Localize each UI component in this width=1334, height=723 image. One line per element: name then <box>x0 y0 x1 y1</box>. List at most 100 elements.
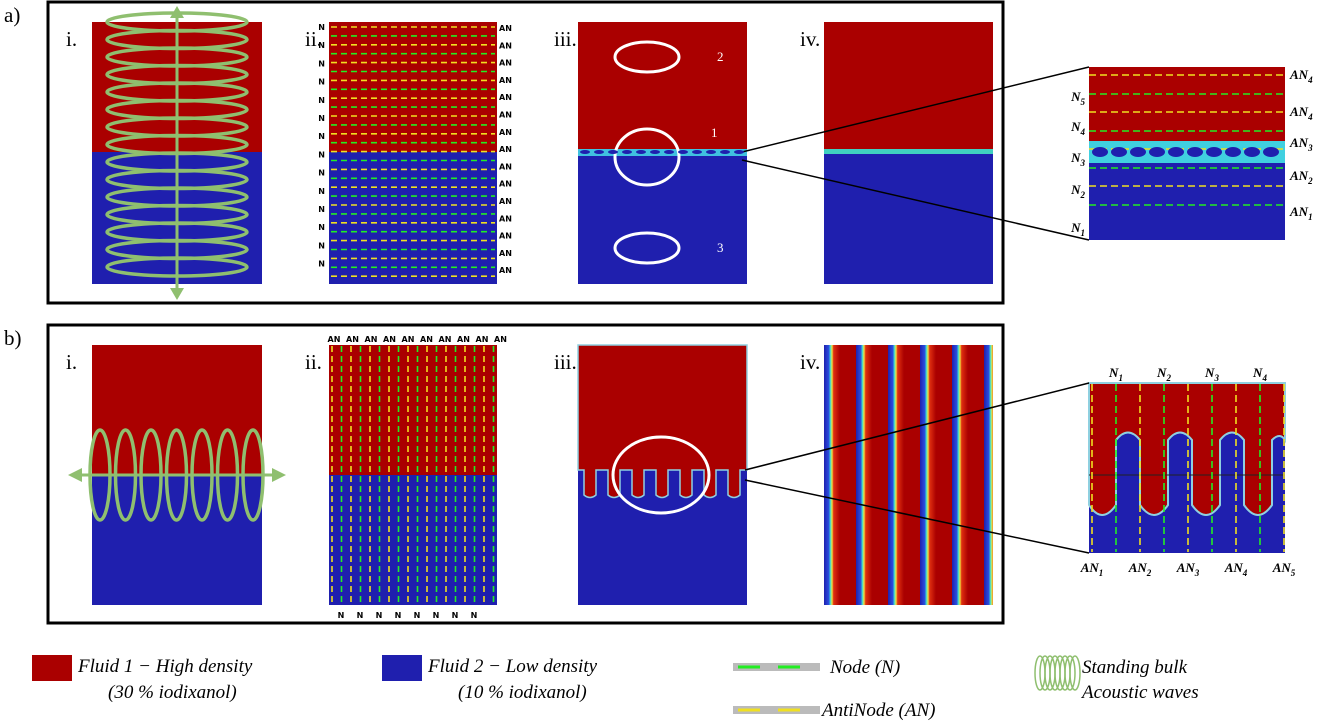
antinode-label: AN <box>346 335 359 344</box>
sublabel: i. <box>66 27 77 51</box>
antinode-label: AN <box>383 335 396 344</box>
node-label: N <box>338 611 345 620</box>
antinode-label: AN <box>328 335 341 344</box>
zoom-label: AN2 <box>1289 168 1313 186</box>
label-sub: 1 <box>1099 568 1104 578</box>
label-sub: 4 <box>1307 75 1313 85</box>
label-base: AN <box>1176 560 1196 575</box>
legend-text: (10 % iodixanol) <box>458 682 587 703</box>
wave-blob <box>720 150 730 154</box>
label-base: AN <box>1289 204 1309 219</box>
antinode-label: AN <box>402 335 415 344</box>
wave-blob <box>1149 147 1165 157</box>
sublabel: i. <box>66 350 77 374</box>
zoom-label: AN2 <box>1128 560 1152 578</box>
zoom-label: AN4 <box>1289 67 1313 85</box>
fluid2 <box>824 150 993 284</box>
wave-blob <box>1168 147 1184 157</box>
node-label: N <box>452 611 459 620</box>
zoom-label: N5 <box>1070 89 1085 107</box>
fluid2 <box>1089 151 1285 240</box>
label-base: AN <box>1289 135 1309 150</box>
antinode-label: AN <box>439 335 452 344</box>
zoom-label: AN1 <box>1289 204 1313 222</box>
legend-text: (30 % iodixanol) <box>108 682 237 703</box>
layout <box>32 2 1285 710</box>
fluid1 <box>1089 67 1285 151</box>
label-base: AN <box>1080 560 1100 575</box>
stripes <box>824 345 993 605</box>
zoom-label: N2 <box>1070 182 1085 200</box>
wave-blob <box>678 150 688 154</box>
label-sub: 4 <box>1307 112 1313 122</box>
legend-swatch <box>382 655 422 681</box>
wave-blob <box>1111 147 1127 157</box>
node-label: N <box>318 114 325 123</box>
node-label: N <box>318 205 325 214</box>
wave-blob <box>608 150 618 154</box>
legend-text: AntiNode (AN) <box>820 700 935 721</box>
label-base: AN <box>1224 560 1244 575</box>
node-label: N <box>318 59 325 68</box>
legend-text: Fluid 1 − High density <box>77 656 253 677</box>
sublabel: iii. <box>554 350 577 374</box>
zoom-label: AN3 <box>1176 560 1200 578</box>
antinode-label: AN <box>499 180 512 189</box>
wave-blob <box>1263 147 1279 157</box>
antinode-label: AN <box>457 335 470 344</box>
legend-text: Node (N) <box>829 657 900 678</box>
zoom-label: AN4 <box>1289 104 1313 122</box>
circle-label: 3 <box>717 240 724 255</box>
node-label: N <box>376 611 383 620</box>
node-label: N <box>318 41 325 50</box>
legend-text: Fluid 2 − Low density <box>427 656 598 677</box>
antinode-label: AN <box>499 76 512 85</box>
antinode-label: AN <box>499 266 512 275</box>
node-label: N <box>318 23 325 32</box>
label-base: N <box>1070 182 1081 197</box>
label-sub: 1 <box>1081 228 1086 238</box>
antinode-label: AN <box>499 41 512 50</box>
zoom-label: AN3 <box>1289 135 1313 153</box>
label-base: N <box>1108 365 1119 380</box>
legend-text: Standing bulk <box>1082 657 1188 678</box>
wave-blob <box>1225 147 1241 157</box>
label-base: AN <box>1289 67 1309 82</box>
antinode-label: AN <box>494 335 507 344</box>
legend-text: Acoustic waves <box>1080 682 1199 703</box>
label-base: N <box>1204 365 1215 380</box>
antinode-label: AN <box>499 93 512 102</box>
wave-blob <box>1187 147 1203 157</box>
label-sub: 1 <box>1118 373 1123 383</box>
wave-blob <box>580 150 590 154</box>
wave-blob <box>1206 147 1222 157</box>
panel-label: a) <box>4 3 20 27</box>
label-base: N <box>1156 365 1167 380</box>
zoom-label: AN4 <box>1224 560 1248 578</box>
antinode-label: AN <box>499 24 512 33</box>
wave-blob <box>692 150 702 154</box>
fluid2 <box>329 475 497 605</box>
label-base: N <box>1070 220 1081 235</box>
node-label: N <box>318 260 325 269</box>
label-base: N <box>1070 119 1081 134</box>
label-sub: 3 <box>1213 373 1219 383</box>
wave-blob <box>622 150 632 154</box>
figure: a)b)i.i.ii.ii.iii.iii.iv.iv.NNNNNNNNNNNN… <box>0 0 1334 723</box>
zoom-label: N1 <box>1108 365 1123 383</box>
node-label: N <box>318 223 325 232</box>
zoom-label: N3 <box>1204 365 1219 383</box>
zoom-label: N1 <box>1070 220 1085 238</box>
label-sub: 3 <box>1080 158 1086 168</box>
wave-blob <box>706 150 716 154</box>
label-base: AN <box>1289 168 1309 183</box>
node-label: N <box>318 187 325 196</box>
label-sub: 3 <box>1194 568 1200 578</box>
wave-blob <box>664 150 674 154</box>
label-sub: 2 <box>1307 176 1313 186</box>
sublabel: ii. <box>305 350 322 374</box>
antinode-label: AN <box>499 249 512 258</box>
label-base: N <box>1252 365 1263 380</box>
node-label: N <box>357 611 364 620</box>
label-sub: 2 <box>1080 190 1086 200</box>
